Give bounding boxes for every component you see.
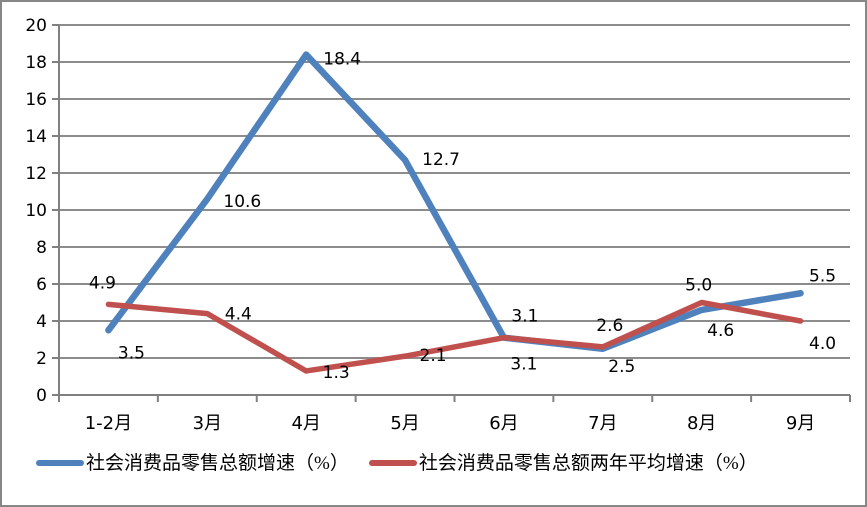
data-label-series-0: 10.6 [223, 192, 261, 212]
data-label-series-1: 3.1 [511, 307, 538, 327]
y-tick-label: 12 [25, 164, 47, 184]
x-category-label: 6月 [489, 413, 518, 434]
y-tick-label: 8 [36, 238, 47, 258]
data-label-series-0: 4.6 [707, 321, 734, 341]
y-tick-label: 18 [25, 53, 47, 73]
x-category-label: 3月 [193, 413, 222, 434]
x-category-label: 5月 [390, 413, 419, 434]
y-tick-label: 16 [25, 90, 47, 110]
y-tick-label: 2 [36, 349, 47, 369]
data-label-series-1: 5.0 [685, 276, 712, 296]
y-tick-label: 6 [36, 275, 47, 295]
data-label-series-1: 2.1 [420, 346, 447, 366]
legend-label-series-0: 社会消费品零售总额增速（%） [86, 452, 349, 474]
x-category-label: 7月 [588, 413, 617, 434]
legend-swatch-blue [36, 460, 84, 466]
y-tick-label: 20 [25, 16, 47, 36]
series-line-1 [105, 299, 804, 374]
legend-label-series-1: 社会消费品零售总额两年平均增速（%） [418, 452, 758, 474]
legend-swatch-red [368, 460, 417, 466]
x-category-label: 4月 [291, 413, 320, 434]
data-label-series-0: 5.5 [809, 266, 836, 286]
data-label-series-0: 2.5 [608, 357, 635, 377]
data-label-series-1: 1.3 [323, 363, 350, 383]
y-tick-label: 14 [25, 127, 47, 147]
y-tick-label: 4 [36, 312, 47, 332]
data-label-series-0: 3.1 [510, 355, 537, 375]
data-label-series-1: 4.4 [225, 305, 252, 325]
x-category-label: 9月 [786, 413, 815, 434]
data-label-series-0: 12.7 [422, 150, 460, 170]
y-tick-label: 0 [36, 386, 47, 406]
data-label-series-1: 4.9 [89, 273, 116, 293]
data-label-series-1: 2.6 [596, 316, 623, 336]
y-tick-label: 10 [25, 201, 47, 221]
data-label-series-0: 3.5 [118, 343, 145, 363]
x-category-label: 1-2月 [85, 413, 132, 434]
x-category-label: 8月 [687, 413, 716, 434]
series-line-0 [105, 51, 804, 352]
chart-legend: 社会消费品零售总额增速（%） 社会消费品零售总额两年平均增速（%） [36, 449, 758, 477]
legend-item-series-0: 社会消费品零售总额增速（%） [36, 454, 349, 473]
legend-item-series-1: 社会消费品零售总额两年平均增速（%） [368, 452, 758, 474]
data-label-series-0: 18.4 [323, 50, 361, 70]
data-label-series-1: 4.0 [809, 334, 836, 354]
